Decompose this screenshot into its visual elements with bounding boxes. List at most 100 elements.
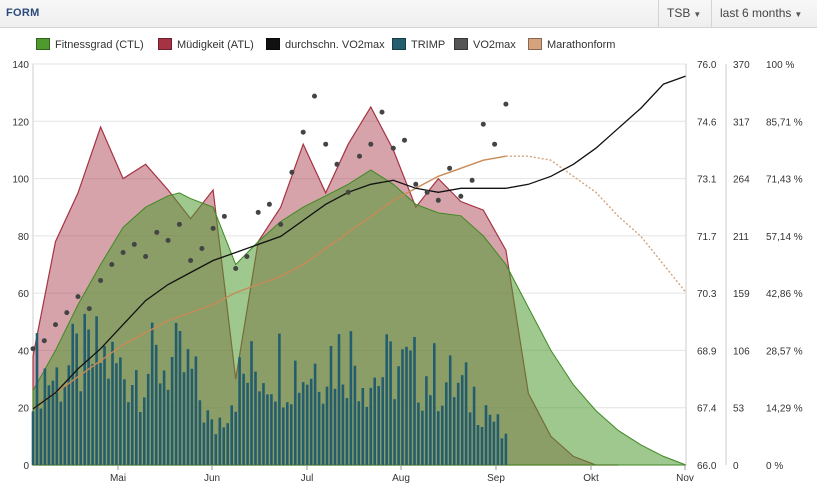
trimp-bar: [460, 375, 464, 465]
legend-swatch: [158, 38, 172, 50]
trimp-bar: [341, 384, 345, 465]
vo2max-point: [266, 201, 272, 207]
trimp-bar: [51, 380, 55, 465]
trimp-bar: [425, 376, 428, 465]
trimp-bar: [373, 377, 376, 465]
vo2max-point: [143, 254, 149, 259]
trimp-bar: [139, 412, 142, 465]
trimp-bar: [472, 386, 476, 465]
y-tick-label: 370: [733, 60, 750, 71]
trimp-bar: [369, 387, 373, 465]
trimp-bar: [333, 388, 337, 465]
trimp-bar: [321, 403, 325, 465]
y-tick-label: 73.1: [697, 175, 717, 186]
trimp-bar: [337, 334, 341, 465]
trimp-bar: [107, 378, 110, 465]
vo2max-point: [458, 193, 464, 199]
x-tick-label: Mai: [110, 473, 126, 484]
x-tick-label: Jun: [204, 473, 220, 484]
trimp-bar: [198, 400, 202, 465]
trimp-bar: [357, 401, 361, 465]
trimp-bar: [452, 397, 456, 465]
legend-label: Müdigkeit (ATL): [177, 39, 254, 51]
trimp-bar: [178, 331, 182, 465]
legend-item[interactable]: Fitnessgrad (CTL): [36, 37, 144, 54]
y-tick-label: 20: [18, 404, 30, 415]
chevron-down-icon: ▼: [693, 10, 702, 19]
trimp-bar: [95, 316, 98, 465]
y-tick-label: 67.4: [697, 404, 717, 415]
metric-dropdown[interactable]: TSB ▼: [658, 0, 711, 27]
y-tick-label: 0 %: [766, 461, 783, 472]
legend-item[interactable]: TRIMP: [392, 37, 445, 54]
y-tick-label: 74.6: [697, 117, 717, 128]
legend-item[interactable]: durchschn. VO2max: [266, 37, 385, 54]
trimp-bar: [401, 349, 404, 465]
y-tick-label: 76.0: [697, 60, 717, 71]
vo2max-point: [154, 229, 160, 235]
vo2max-point: [323, 141, 329, 147]
legend-swatch: [266, 38, 280, 50]
trimp-bar: [349, 331, 353, 465]
y-tick-label: 71.7: [697, 232, 717, 243]
vo2max-point: [345, 189, 351, 195]
vo2max-point: [233, 266, 239, 271]
trimp-bar: [405, 346, 408, 465]
trimp-bar: [365, 406, 369, 465]
trimp-bar: [305, 384, 309, 465]
trimp-bar: [393, 399, 396, 465]
trimp-bar: [433, 343, 436, 465]
trimp-bar: [254, 371, 257, 465]
vo2max-point: [199, 246, 205, 251]
vo2max-point: [469, 177, 475, 183]
trimp-bar: [55, 367, 59, 465]
trimp-bar: [441, 405, 444, 465]
trimp-bar: [345, 398, 349, 465]
trimp-bar: [182, 372, 186, 465]
legend-item[interactable]: VO2max: [454, 37, 516, 54]
vo2max-point: [424, 189, 430, 195]
trimp-bar: [79, 391, 82, 465]
vo2max-point: [413, 181, 419, 187]
trimp-bar: [480, 427, 484, 465]
y-tick-label: 28,57 %: [766, 346, 803, 357]
vo2max-point: [289, 169, 295, 175]
legend-label: VO2max: [473, 39, 516, 51]
vo2max-point: [30, 346, 36, 352]
trimp-bar: [150, 322, 154, 465]
trimp-bar: [87, 329, 90, 465]
y-tick-label: 100 %: [766, 60, 794, 71]
trimp-bar: [230, 405, 233, 465]
trimp-bar: [250, 341, 253, 465]
vo2max-point: [368, 141, 374, 147]
y-tick-label: 106: [733, 346, 750, 357]
vo2max-point: [255, 209, 261, 215]
trimp-bar: [123, 379, 126, 465]
vo2max-point: [41, 338, 47, 344]
trimp-bar: [111, 341, 114, 465]
x-tick-label: Aug: [392, 473, 410, 484]
legend-swatch: [454, 38, 468, 50]
vo2max-point: [402, 137, 407, 143]
y-tick-label: 60: [18, 289, 30, 300]
vo2max-point: [480, 121, 486, 127]
vo2max-point: [300, 129, 306, 135]
range-dropdown-label: last 6 months: [720, 6, 792, 20]
trimp-bar: [202, 422, 206, 465]
vo2max-point: [210, 225, 216, 231]
trimp-bar: [313, 363, 317, 465]
legend-item[interactable]: Marathonform: [528, 37, 615, 54]
vo2max-point: [53, 322, 58, 328]
vo2max-point: [278, 221, 284, 227]
y-tick-label: 120: [12, 117, 29, 128]
vo2max-point: [334, 161, 340, 167]
trimp-bar: [210, 419, 214, 465]
y-tick-label: 317: [733, 117, 750, 128]
trimp-bar: [43, 368, 47, 465]
legend-item[interactable]: Müdigkeit (ATL): [158, 37, 254, 54]
y-tick-label: 53: [733, 404, 745, 415]
trimp-bar: [67, 365, 71, 465]
range-dropdown[interactable]: last 6 months ▼: [711, 0, 814, 27]
y-tick-label: 211: [733, 232, 749, 243]
panel-header: FORM TSB ▼ last 6 months ▼: [0, 0, 817, 28]
